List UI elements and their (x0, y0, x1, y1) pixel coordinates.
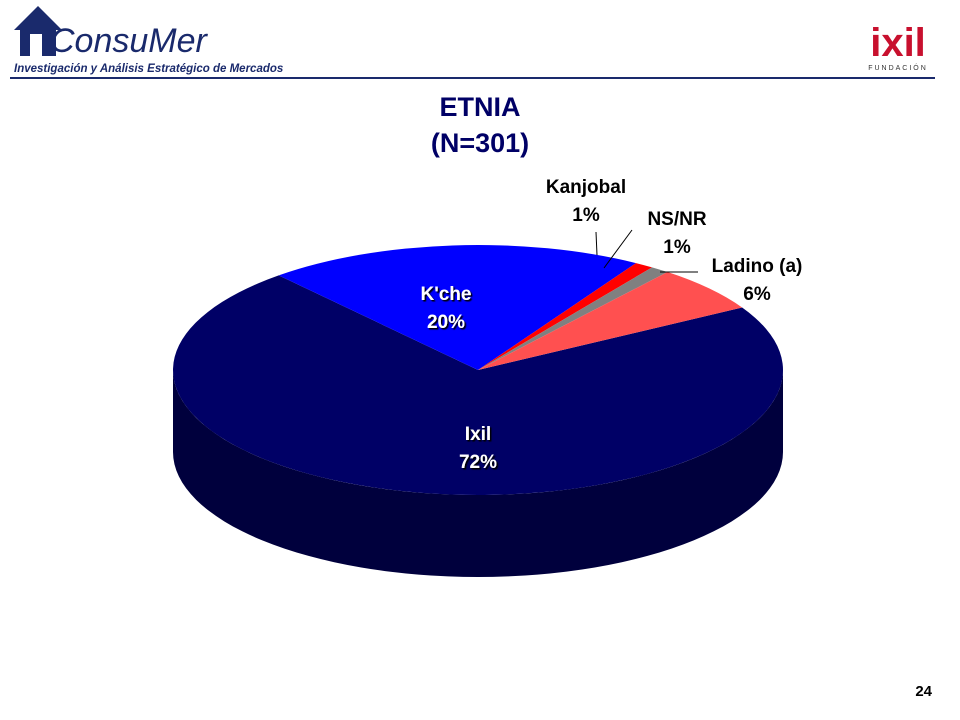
pie (173, 245, 784, 577)
slice-side (173, 370, 783, 577)
brand: ConsuMer (50, 22, 209, 60)
slice-label: K'che 20% (421, 284, 472, 333)
chart-title: ETNIA (440, 92, 521, 122)
leader-line (603, 229, 633, 269)
tagline: Investigación y Análisis Estratégico de … (14, 63, 283, 75)
value-label: 6% (743, 284, 771, 305)
slice-label: Ixil 72% (459, 424, 497, 473)
leader-line (595, 231, 598, 256)
value-label: 1% (572, 205, 600, 226)
partner-sub: FUNDACIÓN (868, 63, 928, 72)
category-label: Kanjobal (546, 177, 626, 198)
ixil-logo: ixil FUNDACIÓN (868, 21, 928, 72)
value-label: 1% (663, 237, 691, 258)
category-label: Ladino (a) (712, 256, 803, 277)
category-label: Ixil (465, 424, 491, 445)
value-label: 20% (427, 312, 465, 333)
slice-label: Ladino (a) 6% (712, 256, 803, 305)
slice-label: NS/NR 1% (647, 209, 706, 258)
category-label: NS/NR (647, 209, 706, 230)
category-label: K'che (421, 284, 472, 305)
slice (478, 272, 743, 370)
slice (478, 263, 653, 370)
logo-house (14, 6, 62, 56)
consumer-logo: ConsuMer Investigación y Análisis Estrat… (14, 6, 283, 75)
logo-door (30, 34, 42, 56)
slice (173, 275, 784, 496)
partner: ixil (870, 21, 926, 65)
slice (278, 245, 636, 370)
slice (478, 267, 668, 370)
chart-subtitle: (N=301) (431, 128, 529, 158)
page-number: 24 (915, 683, 932, 700)
slice-label: Kanjobal 1% (546, 177, 626, 226)
value-label: 72% (459, 452, 497, 473)
